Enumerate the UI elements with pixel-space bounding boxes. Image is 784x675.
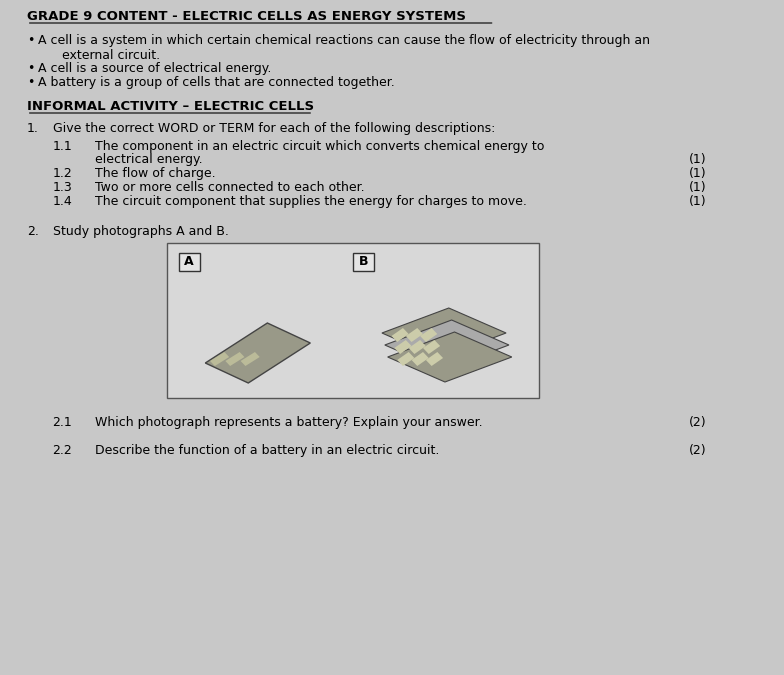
Text: (2): (2) [689, 416, 706, 429]
Polygon shape [225, 352, 245, 366]
Text: A: A [184, 255, 194, 268]
Text: Which photograph represents a battery? Explain your answer.: Which photograph represents a battery? E… [96, 416, 483, 429]
Bar [179, 253, 200, 271]
Text: B: B [359, 255, 368, 268]
Text: Describe the function of a battery in an electric circuit.: Describe the function of a battery in an… [96, 444, 440, 457]
Polygon shape [382, 308, 506, 358]
Bar [167, 243, 539, 398]
Text: •: • [27, 76, 34, 89]
Text: 1.: 1. [27, 122, 38, 135]
Text: A cell is a source of electrical energy.: A cell is a source of electrical energy. [38, 62, 271, 75]
Polygon shape [423, 340, 440, 354]
Polygon shape [408, 340, 426, 354]
Polygon shape [385, 320, 509, 370]
Polygon shape [394, 340, 412, 354]
Text: •: • [27, 62, 34, 75]
Text: Give the correct WORD or TERM for each of the following descriptions:: Give the correct WORD or TERM for each o… [53, 122, 495, 135]
Text: (2): (2) [689, 444, 706, 457]
Text: The circuit component that supplies the energy for charges to move.: The circuit component that supplies the … [96, 195, 528, 208]
Text: 1.4: 1.4 [53, 195, 72, 208]
Text: 2.: 2. [27, 225, 38, 238]
Polygon shape [241, 352, 260, 366]
Text: (1): (1) [689, 195, 706, 208]
Polygon shape [391, 328, 408, 342]
Text: Study photographs A and B.: Study photographs A and B. [53, 225, 228, 238]
Polygon shape [387, 332, 512, 382]
Text: 1.3: 1.3 [53, 181, 72, 194]
Polygon shape [412, 352, 429, 366]
Text: Two or more cells connected to each other.: Two or more cells connected to each othe… [96, 181, 365, 194]
Text: •: • [27, 34, 34, 47]
Text: The flow of charge.: The flow of charge. [96, 167, 216, 180]
Text: (1): (1) [689, 167, 706, 180]
Text: 2.1: 2.1 [53, 416, 72, 429]
Polygon shape [210, 352, 229, 366]
Text: 1.1: 1.1 [53, 140, 72, 153]
Polygon shape [406, 328, 423, 342]
Text: INFORMAL ACTIVITY – ELECTRIC CELLS: INFORMAL ACTIVITY – ELECTRIC CELLS [27, 100, 314, 113]
Bar [354, 253, 374, 271]
Text: A cell is a system in which certain chemical reactions can cause the flow of ele: A cell is a system in which certain chem… [38, 34, 650, 62]
Polygon shape [397, 352, 415, 366]
Text: 2.2: 2.2 [53, 444, 72, 457]
Text: A battery is a group of cells that are connected together.: A battery is a group of cells that are c… [38, 76, 395, 89]
Text: (1): (1) [689, 181, 706, 194]
Text: electrical energy.: electrical energy. [96, 153, 203, 166]
Polygon shape [205, 323, 310, 383]
Polygon shape [420, 328, 437, 342]
Polygon shape [426, 352, 443, 366]
Text: 1.2: 1.2 [53, 167, 72, 180]
Text: (1): (1) [689, 153, 706, 166]
Text: GRADE 9 CONTENT - ELECTRIC CELLS AS ENERGY SYSTEMS: GRADE 9 CONTENT - ELECTRIC CELLS AS ENER… [27, 10, 466, 23]
Text: The component in an electric circuit which converts chemical energy to: The component in an electric circuit whi… [96, 140, 545, 153]
